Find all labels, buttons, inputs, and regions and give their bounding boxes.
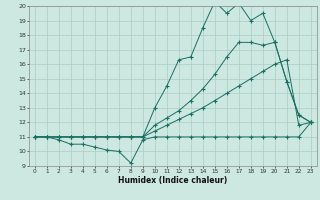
X-axis label: Humidex (Indice chaleur): Humidex (Indice chaleur) — [118, 176, 228, 185]
